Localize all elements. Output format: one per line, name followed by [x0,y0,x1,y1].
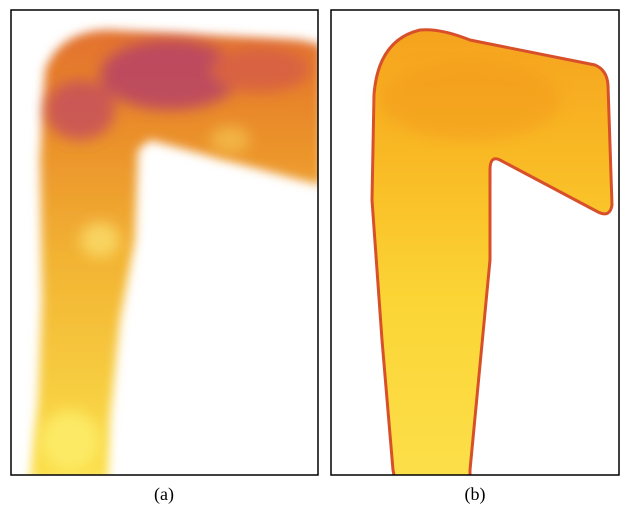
figure: (a) (b) [0,0,629,524]
panel-b-image [372,30,612,480]
caption: (b) [465,484,486,505]
page: {"panels": [{"caption": "(a)"}, {"captio… [0,0,629,524]
panel-a-image [30,30,322,480]
caption: (a) [154,484,174,505]
